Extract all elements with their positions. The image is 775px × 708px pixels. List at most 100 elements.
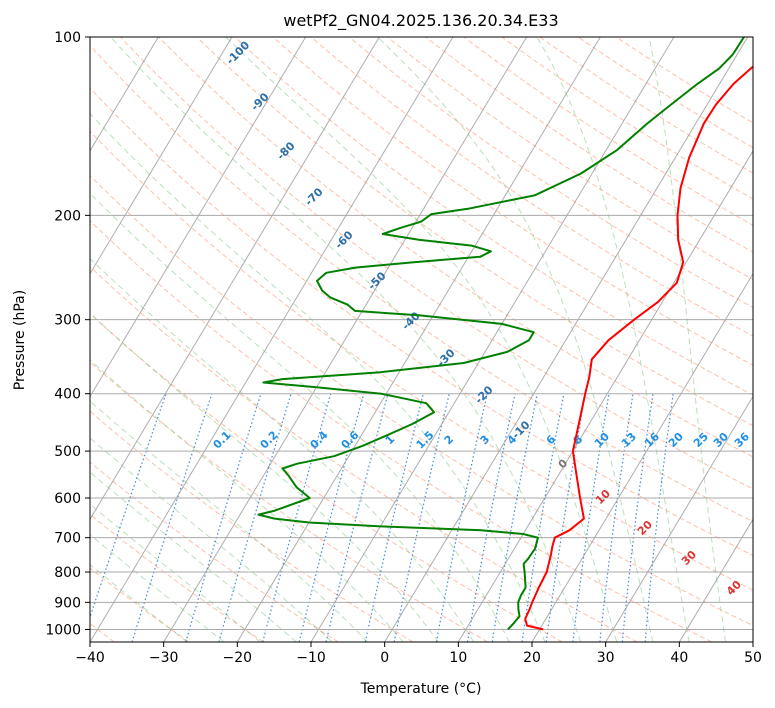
moist-adiabat-line	[90, 471, 297, 642]
y-tick-label: 800	[54, 565, 81, 581]
x-tick-label: 50	[744, 650, 762, 666]
mixing-ratio-line	[521, 393, 565, 642]
y-tick-label: 900	[54, 595, 81, 611]
dry-adiabat-label: -20	[472, 383, 495, 406]
y-tick-label: 400	[54, 387, 81, 403]
dry-adiabat-line	[90, 265, 638, 642]
mixing-ratio-label: 0.2	[258, 429, 281, 452]
dry-adiabat-line	[90, 219, 712, 642]
dry-adiabat-line	[577, 37, 753, 149]
mixing-ratio-line	[393, 393, 450, 642]
isotherm-line	[90, 37, 454, 642]
isotherm-line	[384, 37, 749, 642]
mixing-ratio-line	[599, 393, 634, 642]
dry-adiabat-line	[425, 37, 753, 253]
mixing-ratio-line	[90, 393, 167, 619]
moist-adiabat-line	[90, 437, 333, 642]
sounding-profiles	[257, 37, 753, 631]
x-tick-label: −10	[296, 650, 326, 666]
mixing-ratio-label: 20	[666, 430, 686, 450]
mixing-ratio-label: 30	[711, 430, 731, 450]
isotherm-line	[752, 641, 753, 642]
dry-adiabat-line	[90, 361, 488, 642]
dry-adiabat-label: -40	[399, 309, 422, 332]
isotherm-line	[678, 518, 753, 642]
mixing-ratio-line	[298, 393, 365, 642]
isotherm-line	[90, 37, 159, 152]
moist-adiabat-line	[110, 37, 582, 642]
moist-adiabat-label: 40	[724, 578, 744, 598]
isotherm-line	[90, 37, 307, 398]
mixing-ratio-line	[491, 393, 538, 642]
mixing-ratio-label: 0.1	[211, 429, 234, 452]
moist-adiabat-line	[90, 312, 439, 642]
y-tick-label: 500	[54, 444, 81, 460]
mixing-ratio-line	[218, 393, 292, 642]
y-tick-label: 200	[54, 208, 81, 224]
mixing-ratio-line	[185, 393, 262, 642]
mixing-ratio-line	[364, 393, 424, 642]
dry-adiabat-line	[90, 567, 190, 642]
mixing-ratio-line	[644, 393, 674, 642]
moist-adiabat-line	[225, 37, 618, 642]
dry-adiabat-line	[501, 37, 753, 200]
dry-adiabat-line	[463, 37, 753, 226]
isotherm-line	[310, 37, 675, 642]
x-tick-label: 10	[449, 650, 467, 666]
moist-adiabat-line	[648, 37, 727, 642]
sounding-profile-line	[524, 65, 753, 631]
mixing-ratio-label: 13	[619, 430, 639, 450]
background-lines	[90, 37, 753, 642]
mixing-ratio-line	[466, 393, 516, 642]
mixing-ratio-label: 0.4	[308, 428, 331, 451]
isotherm-line	[236, 37, 601, 642]
dry-adiabat-line	[234, 37, 753, 396]
moist-adiabat-line	[90, 192, 510, 642]
dry-adiabat-line	[348, 37, 753, 309]
moist-adiabat-line	[90, 359, 404, 642]
x-tick-label: 20	[523, 650, 541, 666]
y-tick-label: 100	[54, 30, 81, 46]
sounding-profile-line	[257, 37, 745, 631]
mixing-ratio-line	[621, 393, 654, 642]
dry-adiabat-line	[90, 87, 753, 557]
moist-adiabat-line	[90, 534, 225, 642]
y-tick-label: 300	[54, 313, 81, 329]
x-tick-label: 30	[597, 650, 615, 666]
dry-adiabat-label: -80	[274, 139, 297, 162]
mixing-ratio-label: 10	[592, 430, 612, 450]
dry-adiabat-line	[90, 174, 753, 627]
moist-adiabat-label: 20	[635, 518, 655, 538]
x-axis-label: Temperature (°C)	[360, 681, 482, 697]
isotherm-line	[163, 37, 528, 642]
dry-adiabat-line	[310, 37, 753, 337]
mixing-ratio-label: 36	[732, 430, 752, 450]
moist-adiabat-line	[90, 400, 369, 642]
x-tick-label: 40	[670, 650, 688, 666]
x-tick-label: −30	[149, 650, 179, 666]
dry-adiabat-line	[90, 461, 339, 642]
moist-adiabat-line	[90, 564, 188, 642]
y-tick-label: 600	[54, 491, 81, 507]
isotherm-line	[605, 395, 753, 642]
dry-adiabat-line	[196, 37, 753, 427]
dry-adiabat-line	[90, 313, 563, 642]
dry-adiabat-line	[387, 37, 753, 281]
mixing-ratio-label: 1.5	[414, 429, 437, 452]
y-axis-label: Pressure (hPa)	[12, 290, 28, 390]
x-axis: −40 −30 −20 −10 0 10 20 30 40 50	[75, 642, 762, 666]
y-axis: 100 200 300 400 500 600 700 800 900 1000	[45, 30, 90, 638]
x-tick-label: −20	[223, 650, 253, 666]
x-tick-label: 0	[380, 650, 389, 666]
y-tick-label: 1000	[45, 622, 81, 638]
mixing-ratio-line	[262, 393, 332, 642]
moist-adiabat-line	[90, 257, 475, 642]
dry-adiabat-line	[539, 37, 753, 174]
moist-adiabat-line	[536, 37, 690, 642]
moist-adiabat-label: 30	[679, 548, 699, 568]
isotherm-line	[531, 272, 753, 642]
mixing-ratio-line	[325, 393, 389, 642]
mixing-ratio-line	[435, 393, 488, 642]
moist-adiabat-line	[377, 37, 654, 642]
